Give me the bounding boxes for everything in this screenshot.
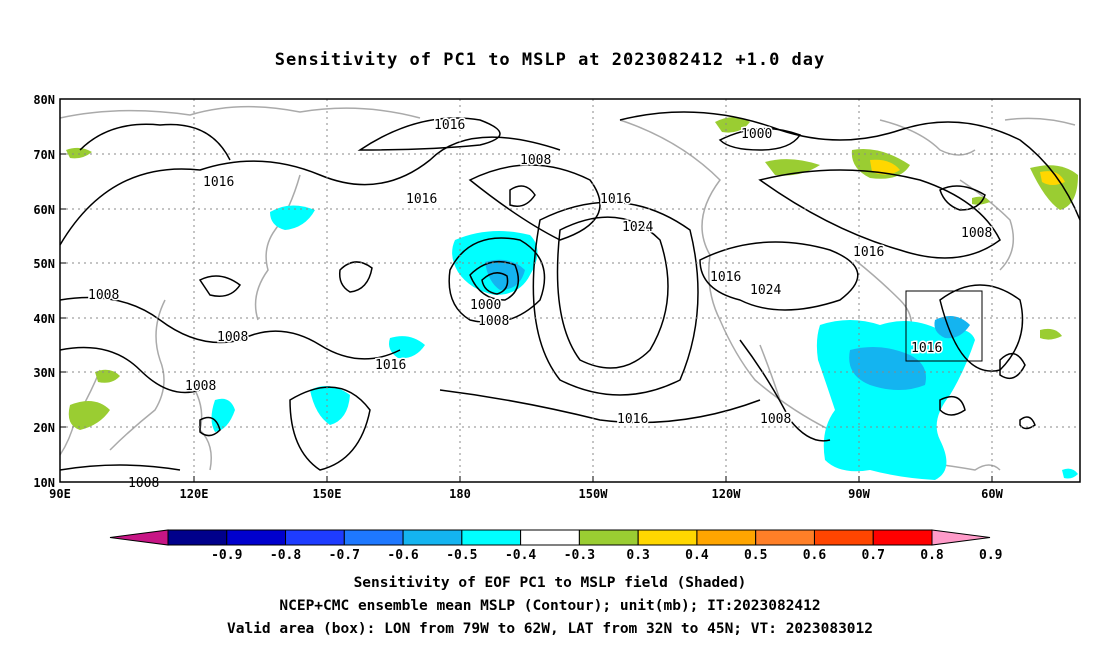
contour-label: 1016 — [406, 192, 437, 207]
colorbar-tick-label: -0.4 — [505, 548, 536, 563]
colorbar-segment — [343, 529, 404, 546]
contour-labels: 1016 1016 1016 1008 1016 1024 1000 1008 … — [87, 117, 994, 493]
lon-label: 150E — [313, 487, 342, 501]
sensitivity-shading — [66, 117, 1078, 480]
mslp-contours — [59, 111, 1081, 471]
colorbar-tick-label: 0.4 — [685, 548, 709, 563]
contour-label: 1008 — [520, 153, 551, 168]
colorbar-labels: -0.9 -0.8 -0.7 -0.6 -0.5 -0.4 -0.3 0.3 0… — [211, 548, 1002, 563]
lat-label: 80N — [33, 93, 55, 107]
contour-label: 1016 — [203, 175, 234, 190]
lon-label: 90W — [848, 487, 870, 501]
caption-valid-area: Valid area (box): LON from 79W to 62W, L… — [226, 621, 873, 637]
contour-label: 1008 — [217, 330, 248, 345]
contour-label: 1016 — [853, 245, 884, 260]
contour-label: 1008 — [88, 288, 119, 303]
lon-label: 150W — [579, 487, 609, 501]
lat-label: 50N — [33, 257, 55, 271]
gridlines — [60, 99, 1080, 482]
contour-label: 1016 — [911, 341, 942, 356]
colorbar-segment — [226, 529, 287, 546]
colorbar-tick-label: -0.9 — [211, 548, 242, 563]
contour-label: 1024 — [750, 283, 781, 298]
caption-contour: NCEP+CMC ensemble mean MSLP (Contour); u… — [279, 598, 821, 614]
contour-label: 1016 — [600, 192, 631, 207]
colorbar — [109, 529, 991, 546]
contour-label: 1008 — [128, 476, 159, 491]
colorbar-tick-label: -0.7 — [329, 548, 360, 563]
lat-label: 40N — [33, 312, 55, 326]
colorbar-segment — [578, 529, 639, 546]
colorbar-segment — [872, 529, 933, 546]
lat-label: 10N — [33, 476, 55, 490]
colorbar-tick-label: 0.5 — [744, 548, 767, 563]
contour-label: 1008 — [478, 314, 509, 329]
contour-label: 1024 — [622, 220, 653, 235]
lon-label: 180 — [449, 487, 471, 501]
lon-label: 60W — [981, 487, 1003, 501]
colorbar-tick-label: -0.3 — [564, 548, 595, 563]
valid-area-box — [905, 290, 983, 362]
contour-label: 1000 — [741, 127, 772, 142]
map-frame — [59, 98, 1081, 483]
colorbar-segment — [285, 529, 345, 546]
colorbar-segment — [637, 529, 698, 546]
colorbar-segment — [520, 529, 580, 546]
lon-label: 120E — [180, 487, 209, 501]
colorbar-tick-label: 0.7 — [861, 548, 884, 563]
contour-label: 1016 — [710, 270, 741, 285]
contour-label: 1016 — [434, 118, 465, 133]
colorbar-segment — [696, 529, 757, 546]
colorbar-tick-label: 0.8 — [920, 548, 944, 563]
colorbar-segment — [461, 529, 522, 546]
caption-shading: Sensitivity of EOF PC1 to MSLP field (Sh… — [353, 575, 747, 591]
longitude-labels: 90E 120E 150E 180 150W 120W 90W 60W — [49, 487, 1003, 501]
contour-label: 1008 — [760, 412, 791, 427]
colorbar-tick-label: 0.9 — [979, 548, 1002, 563]
lat-label: 30N — [33, 366, 55, 380]
lon-label: 120W — [712, 487, 742, 501]
contour-label: 1008 — [961, 226, 992, 241]
colorbar-tick-label: 0.3 — [626, 548, 649, 563]
colorbar-segment — [402, 529, 463, 546]
lat-label: 20N — [33, 421, 55, 435]
contour-label: 1016 — [617, 412, 648, 427]
colorbar-segment — [813, 529, 874, 546]
colorbar-tick-label: -0.6 — [387, 548, 418, 563]
contour-label: 1016 — [375, 358, 406, 373]
colorbar-over-triangle — [931, 529, 991, 546]
lat-label: 70N — [33, 148, 55, 162]
axis-ticks — [60, 98, 993, 483]
colorbar-tick-label: -0.8 — [270, 548, 301, 563]
contour-label: 1000 — [470, 298, 501, 313]
lat-label: 60N — [33, 203, 55, 217]
colorbar-segment — [755, 529, 815, 546]
colorbar-tick-label: -0.5 — [446, 548, 477, 563]
colorbar-segment — [167, 529, 228, 546]
contour-label: 1008 — [185, 379, 216, 394]
latitude-labels: 80N 70N 60N 50N 40N 30N 20N 10N — [33, 93, 55, 490]
colorbar-under-triangle — [109, 529, 169, 546]
chart-title: Sensitivity of PC1 to MSLP at 2023082412… — [274, 50, 826, 70]
lon-label: 90E — [49, 487, 71, 501]
colorbar-tick-label: 0.6 — [803, 548, 827, 563]
